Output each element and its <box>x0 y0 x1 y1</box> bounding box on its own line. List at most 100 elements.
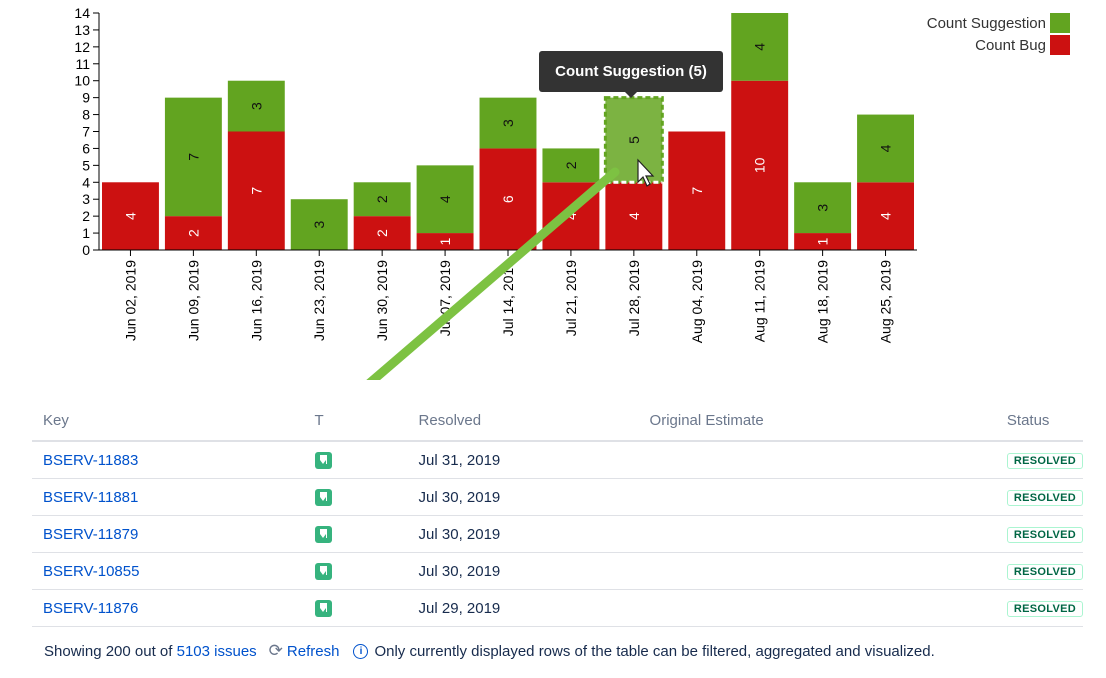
y-tick-label: 11 <box>75 56 90 72</box>
status-badge[interactable]: RESOLVED <box>1006 527 1083 543</box>
refresh-icon[interactable]: ⟳ <box>268 641 283 660</box>
y-tick-label: 3 <box>82 191 90 207</box>
bar-count-suggestion[interactable] <box>290 199 348 250</box>
bar-count-bug[interactable] <box>794 233 852 250</box>
x-tick-label: Jul 28, 2019 <box>626 260 642 336</box>
status-badge[interactable]: RESOLVED <box>1006 453 1083 469</box>
bar-value-label: 4 <box>122 212 138 220</box>
resolved-date: Jul 30, 2019 <box>407 478 639 516</box>
story-icon <box>314 451 332 469</box>
bar-count-suggestion[interactable] <box>731 13 789 81</box>
issue-key-link[interactable]: BSERV-11876 <box>43 599 139 617</box>
y-tick-label: 7 <box>82 124 90 140</box>
story-icon <box>314 599 332 617</box>
bar-count-bug[interactable] <box>102 182 159 250</box>
bar-count-suggestion[interactable] <box>164 97 222 217</box>
bar-count-bug[interactable] <box>857 182 914 250</box>
chart-tooltip: Count Suggestion (5) <box>539 51 723 98</box>
x-tick-label: Jun 30, 2019 <box>374 260 390 341</box>
issue-key-link[interactable]: BSERV-11879 <box>43 525 139 543</box>
bar-count-suggestion[interactable] <box>479 97 537 149</box>
refresh-button[interactable]: Refresh <box>286 642 340 660</box>
original-estimate <box>638 589 996 627</box>
status-badge[interactable]: RESOLVED <box>1006 564 1083 580</box>
info-text: Only currently displayed rows of the tab… <box>374 642 935 660</box>
bar-count-bug[interactable] <box>227 131 285 251</box>
issues-table: Key T Resolved Original Estimate Status … <box>32 400 1083 627</box>
status-badge[interactable]: RESOLVED <box>1006 490 1083 506</box>
table-header-row: Key T Resolved Original Estimate Status <box>32 400 1083 442</box>
y-tick-label: 8 <box>82 107 90 123</box>
column-header-resolved[interactable]: Resolved <box>407 400 639 442</box>
bar-value-label: 7 <box>689 187 705 195</box>
bar-value-label: 2 <box>563 161 579 169</box>
status-badge[interactable]: RESOLVED <box>1006 601 1083 617</box>
x-tick-label: Aug 04, 2019 <box>689 260 705 344</box>
story-icon <box>314 525 332 543</box>
original-estimate <box>638 441 996 479</box>
table-body: BSERV-11883 Jul 31, 2019 RESOLVED BSERV-118… <box>32 441 1083 627</box>
issue-key-link[interactable]: BSERV-11881 <box>43 488 139 506</box>
issues-link[interactable]: 5103 issues <box>176 642 257 660</box>
legend-label: Count Suggestion <box>926 14 1046 32</box>
bar-count-bug[interactable] <box>731 80 789 250</box>
bar-value-label: 2 <box>374 229 390 237</box>
y-tick-label: 5 <box>82 157 90 173</box>
bar-value-label: 4 <box>437 195 453 203</box>
x-tick-label: Jun 16, 2019 <box>248 260 264 341</box>
x-tick-label: Jun 02, 2019 <box>122 260 138 341</box>
bar-value-label: 5 <box>626 136 642 144</box>
bar-count-suggestion[interactable] <box>353 182 411 217</box>
bar-count-suggestion[interactable] <box>794 182 852 234</box>
tooltip-text: Count Suggestion (5) <box>555 63 707 80</box>
column-header-type[interactable]: T <box>292 400 408 442</box>
y-tick-label: 6 <box>82 140 90 156</box>
bar-value-label: 3 <box>815 204 831 212</box>
mouse-cursor-icon <box>637 158 655 187</box>
y-tick-label: 9 <box>82 90 90 106</box>
legend-item-suggestion[interactable]: Count Suggestion <box>927 12 1070 34</box>
bar-count-bug[interactable] <box>353 216 411 250</box>
column-header-key[interactable]: Key <box>32 400 293 442</box>
bar-count-suggestion[interactable] <box>416 165 474 234</box>
legend-swatch <box>1050 13 1070 33</box>
resolved-date: Jul 30, 2019 <box>407 552 639 590</box>
table-row[interactable]: BSERV-11876 Jul 29, 2019 RESOLVED <box>32 589 1083 627</box>
bar-count-suggestion[interactable] <box>857 114 914 183</box>
issue-key-link[interactable]: BSERV-10855 <box>43 562 140 580</box>
table-row[interactable]: BSERV-11883 Jul 31, 2019 RESOLVED <box>32 441 1083 479</box>
story-icon <box>314 488 332 506</box>
bar-value-label: 7 <box>185 153 201 161</box>
table-row[interactable]: BSERV-11879 Jul 30, 2019 RESOLVED <box>32 515 1083 553</box>
table-row[interactable]: BSERV-11881 Jul 30, 2019 RESOLVED <box>32 478 1083 516</box>
bar-count-bug[interactable] <box>479 148 537 250</box>
y-tick-label: 10 <box>74 73 90 89</box>
x-tick-label: Jul 21, 2019 <box>563 260 579 336</box>
table-row[interactable]: BSERV-10855 Jul 30, 2019 RESOLVED <box>32 552 1083 590</box>
bar-count-suggestion[interactable] <box>542 148 600 183</box>
bar-count-bug[interactable] <box>416 233 474 250</box>
legend-label: Count Bug <box>975 36 1046 54</box>
y-tick-label: 0 <box>82 242 90 258</box>
column-header-estimate[interactable]: Original Estimate <box>638 400 996 442</box>
legend-item-bug[interactable]: Count Bug <box>927 34 1070 56</box>
issue-key-link[interactable]: BSERV-11883 <box>43 451 139 469</box>
bar-count-bug[interactable] <box>164 216 222 250</box>
original-estimate <box>638 478 996 516</box>
bar-value-label: 4 <box>626 212 642 220</box>
story-icon <box>314 562 332 580</box>
bar-value-label: 10 <box>752 157 768 173</box>
bar-value-label: 4 <box>752 43 768 51</box>
bar-count-bug[interactable] <box>668 131 726 251</box>
y-tick-label: 13 <box>74 22 90 38</box>
y-tick-label: 2 <box>82 208 90 224</box>
bar-count-bug[interactable] <box>605 182 663 250</box>
original-estimate <box>638 552 996 590</box>
original-estimate <box>638 515 996 553</box>
resolved-date: Jul 31, 2019 <box>407 441 639 479</box>
bar-count-suggestion[interactable] <box>227 80 285 132</box>
annotation-arrow <box>366 167 620 380</box>
column-header-status[interactable]: Status <box>995 400 1083 442</box>
x-tick-label: Jun 09, 2019 <box>185 260 201 341</box>
